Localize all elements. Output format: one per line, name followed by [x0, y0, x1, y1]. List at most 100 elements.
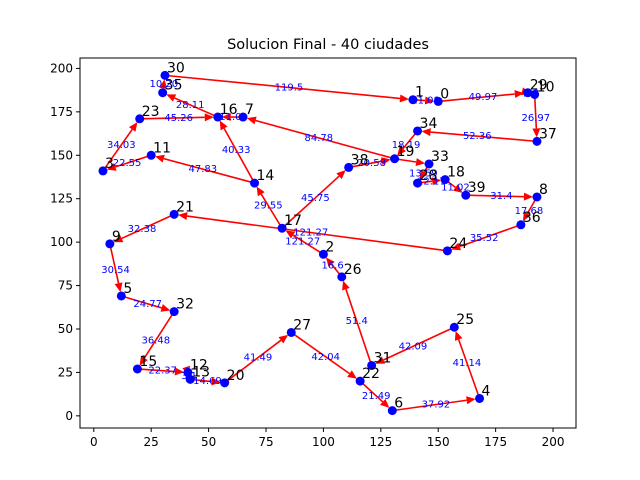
edge-line — [137, 368, 176, 373]
city-node — [390, 154, 400, 164]
city-label: 24 — [449, 236, 467, 252]
y-tick-label: 200 — [50, 61, 73, 75]
route-edge — [166, 94, 219, 118]
city-node — [433, 96, 443, 106]
route-edge — [375, 326, 455, 364]
city-label: 35 — [165, 78, 183, 94]
edge-arrowhead — [178, 212, 188, 221]
city-node — [158, 88, 168, 98]
edge-arrowhead — [159, 79, 168, 89]
city-node — [387, 406, 397, 416]
route-edge — [109, 243, 123, 293]
edge-line — [457, 339, 481, 399]
edge-arrowhead — [113, 234, 124, 243]
city-node — [146, 150, 156, 160]
edge-line — [109, 243, 120, 284]
edge-distance-label: 32.38 — [128, 224, 157, 235]
route-edge — [139, 113, 214, 122]
route-edge — [342, 280, 373, 366]
edge-distance-label: 11.02 — [441, 182, 470, 193]
city-node — [442, 246, 452, 256]
edge-line — [115, 154, 152, 168]
route-edge — [285, 230, 324, 255]
edge-distance-label: 22.37 — [148, 366, 177, 377]
city-label: 15 — [139, 354, 157, 370]
edge-distance-label: 47.83 — [189, 164, 218, 175]
edge-arrowhead — [347, 370, 357, 379]
y-tick-label: 75 — [58, 279, 73, 293]
edge-distance-label: 20.58 — [357, 158, 386, 169]
route-edge — [246, 116, 395, 160]
edge-arrowhead — [278, 334, 289, 344]
route-edge — [465, 192, 533, 201]
edge-distance-label: 24.77 — [133, 299, 162, 310]
edge-distance-label: 34.03 — [107, 140, 136, 151]
plot-frame — [79, 57, 577, 429]
route-edge — [348, 157, 391, 169]
edge-line — [143, 311, 175, 359]
edge-line — [430, 131, 538, 143]
route-edge — [164, 74, 409, 103]
x-tick-label: 75 — [258, 435, 273, 449]
city-node — [116, 291, 126, 301]
city-node — [135, 114, 145, 124]
city-label: 33 — [431, 149, 449, 165]
city-label: 25 — [456, 312, 474, 328]
edge-arrowhead — [523, 192, 533, 201]
route-edge — [451, 224, 522, 251]
city-node — [408, 95, 418, 105]
y-tick-label: 100 — [50, 235, 73, 249]
city-node — [185, 374, 195, 384]
edge-arrowhead — [128, 122, 138, 132]
x-tick-label: 100 — [312, 435, 335, 449]
edge-distance-label: 49.97 — [469, 92, 498, 103]
city-node — [169, 209, 179, 219]
edge-distance-label: 16.6 — [321, 261, 343, 272]
edge-arrowhead — [454, 331, 463, 341]
city-node — [530, 89, 540, 99]
x-tick-label: 25 — [144, 435, 159, 449]
edge-distance-label: 18.19 — [392, 140, 421, 151]
edge-line — [139, 116, 205, 120]
edge-arrowhead — [375, 356, 386, 364]
edge-arrowhead — [160, 304, 171, 312]
edge-arrowhead — [399, 94, 409, 103]
city-node — [532, 136, 542, 146]
edge-arrowhead — [114, 282, 123, 293]
edge-arrowhead — [285, 230, 296, 239]
edge-line — [465, 194, 524, 198]
city-label: 8 — [539, 182, 548, 198]
edge-arrowhead — [155, 154, 165, 163]
city-label: 11 — [153, 140, 171, 156]
city-label: 29 — [530, 78, 548, 94]
city-label: 7 — [245, 102, 254, 118]
edge-arrowhead — [256, 186, 265, 197]
city-node — [440, 175, 450, 185]
edge-distance-label: 30.54 — [101, 265, 130, 276]
route-edge — [421, 128, 538, 143]
edge-arrowhead — [452, 184, 463, 193]
edge-distance-label: 45.75 — [301, 193, 330, 204]
city-node — [337, 272, 347, 282]
edge-distance-label: 17.68 — [515, 206, 544, 217]
city-node — [344, 162, 354, 172]
city-node — [516, 220, 526, 230]
city-node — [160, 70, 170, 80]
edge-line — [281, 175, 340, 229]
city-node — [355, 376, 365, 386]
edge-distance-label: 31.4 — [490, 191, 512, 202]
city-label: 36 — [523, 210, 541, 226]
route-edge — [121, 295, 171, 312]
edge-line — [438, 93, 515, 103]
chart-title: Solucion Final - 40 ciudades — [227, 37, 429, 53]
route-edge — [454, 331, 481, 399]
edge-line — [121, 213, 175, 240]
y-tick-label: 150 — [50, 148, 73, 162]
edge-arrowhead — [397, 146, 406, 156]
route-edge — [106, 154, 152, 171]
city-label: 26 — [344, 262, 362, 278]
x-axis: 0 25 50 75 100 125 150 175 200 — [90, 428, 564, 449]
route-edge — [137, 367, 184, 376]
city-node — [132, 364, 142, 374]
